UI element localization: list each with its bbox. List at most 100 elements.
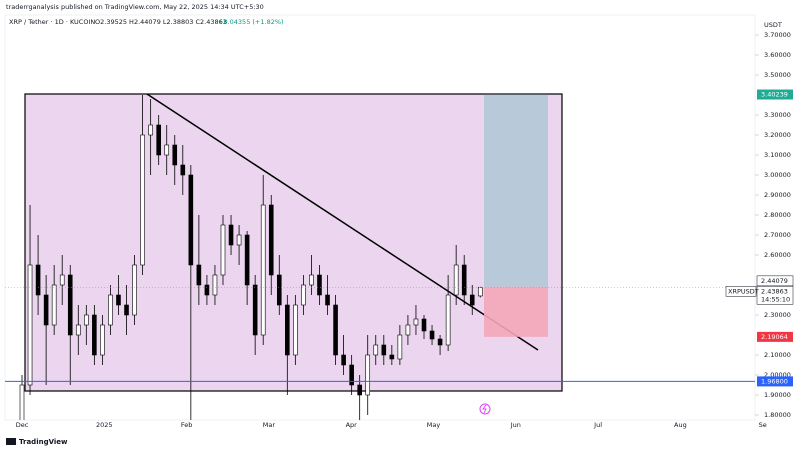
- candle-body: [27, 264, 33, 386]
- y-tick-label: 3.10000: [764, 151, 791, 159]
- y-tick-label: 2.80000: [764, 211, 791, 219]
- candle-body: [268, 204, 274, 276]
- candle-body: [397, 334, 403, 360]
- price-label: 2.44079: [761, 277, 788, 285]
- candle-body: [276, 274, 282, 306]
- candle-body: [180, 164, 186, 176]
- price-label: 2.43863: [761, 287, 788, 295]
- candle-body: [477, 286, 483, 297]
- x-tick-label: Apr: [346, 421, 358, 429]
- candle-body: [164, 144, 170, 156]
- candle-body: [35, 264, 41, 296]
- candle-body: [212, 274, 218, 296]
- x-tick-label: Mar: [263, 421, 276, 429]
- y-tick-label: 3.70000: [764, 31, 791, 39]
- candle-body: [333, 304, 338, 356]
- tv-logo: [6, 438, 16, 445]
- candle-body: [140, 134, 145, 266]
- y-tick-label: 3.20000: [764, 131, 791, 139]
- footer-bar: [0, 430, 800, 452]
- candle-body: [325, 294, 330, 306]
- candle-body: [469, 294, 475, 306]
- candle-body: [196, 264, 202, 286]
- y-tick-label: 2.00000: [764, 371, 791, 379]
- ohlc-summary: O2.39525 H2.44079 L2.38803 C2.43863: [95, 18, 227, 26]
- stop-zone: [484, 286, 548, 337]
- candle-body: [437, 338, 443, 346]
- y-tick-label: 1.90000: [764, 391, 791, 399]
- x-tick-label: May: [427, 421, 441, 429]
- y-tick-label: 2.10000: [764, 351, 791, 359]
- candle-body: [373, 344, 379, 356]
- price-label-bg: [757, 89, 793, 100]
- trend-line: [146, 93, 539, 351]
- candle-body: [285, 304, 290, 356]
- x-tick-label: Dec: [16, 421, 29, 429]
- candle-body: [429, 330, 435, 340]
- candle-body: [381, 344, 387, 356]
- candle-body: [317, 274, 322, 296]
- y-tick-label: 2.90000: [764, 191, 791, 199]
- footer-brand: TradingView: [19, 438, 68, 446]
- y-tick-label: 3.60000: [764, 51, 791, 59]
- candle-body: [188, 174, 194, 266]
- candle-body: [365, 354, 371, 396]
- candle-body: [252, 284, 258, 336]
- target-zone: [484, 94, 548, 287]
- symbol-tag-bg: [725, 286, 757, 297]
- candle-body: [156, 124, 161, 156]
- candle-body: [260, 204, 266, 336]
- candle-body: [413, 318, 419, 326]
- candle-body: [301, 284, 306, 306]
- candle-body: [172, 144, 178, 166]
- publisher: traderrganalysis published on TradingVie…: [6, 3, 264, 11]
- candle-body: [75, 324, 81, 336]
- candle-body: [357, 384, 362, 396]
- symbol-tag: XRPUSDT: [728, 287, 759, 295]
- candle-body: [461, 264, 467, 296]
- candle-body: [389, 354, 395, 360]
- x-tick-label: Jun: [510, 421, 521, 429]
- drawings: [19, 93, 563, 420]
- change: +0.04355 (+1.82%): [218, 18, 284, 26]
- x-tick-label: Jul: [593, 421, 602, 429]
- x-tick-label: Aug: [674, 421, 687, 429]
- candle-body: [43, 294, 49, 326]
- price-label: 3.40239: [761, 91, 788, 99]
- price-label-bg: [757, 331, 793, 342]
- candle-body: [445, 294, 451, 346]
- price-label: 1.96800: [761, 377, 788, 385]
- price-label-bg: [756, 286, 794, 305]
- price-label-bg: [757, 376, 793, 387]
- candle-body: [349, 364, 354, 386]
- candle-body: [244, 234, 250, 286]
- y-tick-label: 3.30000: [764, 111, 791, 119]
- candle-body: [132, 264, 137, 316]
- candle-body: [309, 274, 314, 286]
- candle-body: [100, 324, 105, 356]
- replay-icon: [479, 403, 491, 415]
- countdown: 14:55:10: [761, 295, 790, 303]
- axis-unit: USDT: [764, 21, 782, 29]
- y-tick-label: 1.80000: [764, 411, 791, 419]
- candle-body: [236, 234, 242, 246]
- y-tick-label: 3.00000: [764, 171, 791, 179]
- candle-body: [108, 294, 113, 326]
- candle-body: [405, 324, 411, 336]
- candle-body: [220, 224, 226, 276]
- candle-body: [204, 284, 210, 296]
- candles: [19, 95, 483, 420]
- candle-body: [59, 274, 65, 286]
- candle-body: [148, 124, 153, 136]
- x-tick-label: Feb: [181, 421, 193, 429]
- candle-body: [341, 354, 346, 366]
- y-tick-label: 2.30000: [764, 311, 791, 319]
- candle-body: [92, 314, 97, 356]
- x-tick-label: 2025: [96, 421, 113, 429]
- y-tick-label: 2.70000: [764, 231, 791, 239]
- candle-body: [84, 314, 89, 326]
- symbol-title: XRP / Tether · 1D · KUCOIN: [9, 18, 95, 26]
- candle-body: [67, 274, 73, 336]
- candle-body: [124, 304, 129, 316]
